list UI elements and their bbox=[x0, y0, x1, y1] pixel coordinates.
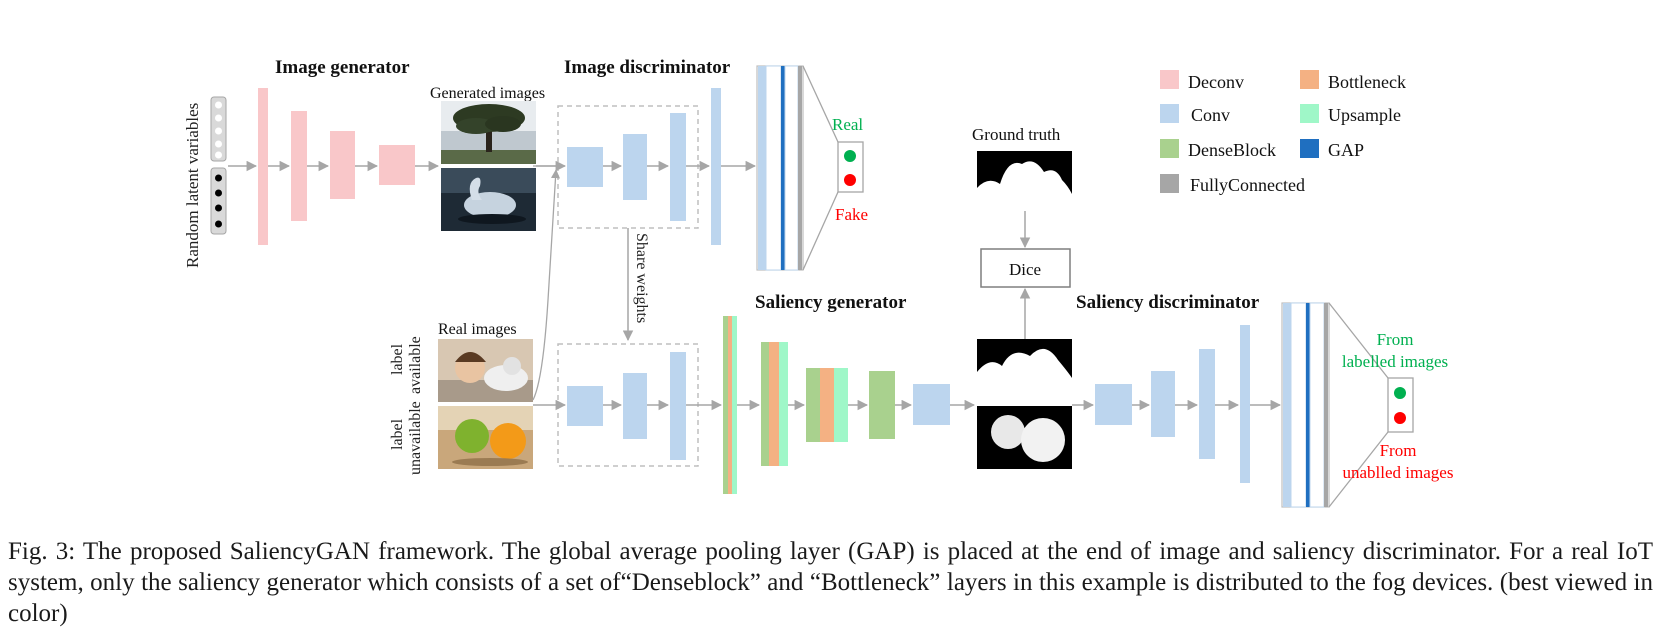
svg-text:GAP: GAP bbox=[1328, 140, 1364, 160]
ground-truth-mask bbox=[977, 151, 1072, 211]
ground-truth-label: Ground truth bbox=[972, 125, 1061, 144]
saliency-discriminator-layers bbox=[1095, 325, 1250, 483]
legend: Deconv Bottleneck Conv Upsample DenseBlo… bbox=[1160, 70, 1406, 195]
real-indicator bbox=[844, 150, 856, 162]
legend-item-deconv: Deconv bbox=[1160, 70, 1244, 92]
conv-col-3 bbox=[784, 65, 799, 271]
denseblock-layer bbox=[869, 371, 895, 439]
svg-text:Bottleneck: Bottleneck bbox=[1328, 72, 1406, 92]
dice-label: Dice bbox=[1009, 260, 1041, 279]
svg-text:DenseBlock: DenseBlock bbox=[1188, 140, 1276, 160]
image-generator-layers bbox=[258, 88, 415, 245]
conv-layer-d3 bbox=[670, 113, 686, 221]
dense-bottleneck-block-2 bbox=[761, 342, 788, 466]
child-cat-image bbox=[438, 339, 533, 402]
deconv-layer-3 bbox=[330, 131, 355, 199]
gap-col bbox=[781, 66, 785, 270]
label-available-text: label available bbox=[389, 336, 424, 394]
output-funnel-bottom bbox=[1328, 302, 1389, 508]
from-labelled-label-2: labelled images bbox=[1342, 352, 1448, 371]
conv-layer-d1 bbox=[567, 147, 603, 187]
saliencygan-diagram: Image generator Image discriminator Sali… bbox=[183, 57, 1454, 508]
conv-col-2 bbox=[765, 65, 782, 271]
share-weights-label: Share weights bbox=[633, 233, 650, 323]
dense-bottleneck-block-3 bbox=[806, 368, 848, 442]
fruits-image bbox=[438, 406, 533, 469]
labelled-unlabelled-output bbox=[1387, 377, 1414, 433]
deconv-layer-2 bbox=[291, 111, 307, 221]
svg-text:unavailable: unavailable bbox=[407, 401, 424, 475]
figure-caption: Fig. 3: The proposed SaliencyGAN framewo… bbox=[8, 538, 1653, 627]
latent-vector-white bbox=[210, 96, 227, 162]
conv-layer-d4 bbox=[711, 88, 721, 245]
generated-images-label: Generated images bbox=[430, 85, 545, 102]
fc-col bbox=[798, 66, 802, 270]
swan-image bbox=[441, 168, 536, 231]
legend-item-bottleneck: Bottleneck bbox=[1300, 70, 1406, 92]
fake-label: Fake bbox=[835, 205, 868, 224]
svg-text:available: available bbox=[407, 336, 424, 394]
real-label: Real bbox=[832, 115, 863, 134]
dense-bottleneck-block-1 bbox=[723, 316, 737, 494]
output-funnel-top bbox=[802, 65, 839, 271]
dice-box bbox=[980, 248, 1071, 288]
deconv-layer-4 bbox=[379, 145, 415, 185]
svg-text:Conv: Conv bbox=[1191, 105, 1230, 125]
legend-item-conv: Conv bbox=[1160, 104, 1230, 125]
title-saliency-discriminator: Saliency discriminator bbox=[1076, 292, 1260, 313]
conv-layer-sg bbox=[913, 384, 950, 425]
real-to-discriminator-arrows bbox=[532, 165, 561, 401]
title-saliency-generator: Saliency generator bbox=[755, 292, 907, 313]
from-unlabelled-label-1: From bbox=[1380, 441, 1417, 460]
pred-mask-1 bbox=[977, 339, 1072, 402]
unlabelled-indicator bbox=[1394, 412, 1406, 424]
from-labelled-label-1: From bbox=[1377, 330, 1414, 349]
tree-image bbox=[441, 101, 536, 164]
real-images-label: Real images bbox=[438, 321, 517, 338]
fake-indicator bbox=[844, 174, 856, 186]
svg-text:label: label bbox=[389, 343, 406, 375]
conv-layer-d2 bbox=[623, 134, 647, 200]
labelled-indicator bbox=[1394, 387, 1406, 399]
legend-item-gap: GAP bbox=[1300, 139, 1364, 160]
svg-text:FullyConnected: FullyConnected bbox=[1190, 175, 1305, 195]
saliency-discriminator-fc bbox=[1281, 302, 1330, 508]
from-unlabelled-label-2: unablled images bbox=[1343, 463, 1454, 482]
svg-text:label: label bbox=[389, 418, 406, 450]
svg-text:Upsample: Upsample bbox=[1328, 105, 1401, 125]
pred-mask-2 bbox=[977, 406, 1072, 469]
latent-vector-black bbox=[210, 167, 227, 235]
legend-item-fullyconnected: FullyConnected bbox=[1160, 174, 1305, 195]
conv-col-1 bbox=[758, 66, 766, 270]
legend-item-denseblock: DenseBlock bbox=[1160, 139, 1276, 160]
random-latent-label: Random latent variables bbox=[183, 103, 202, 268]
svg-text:Deconv: Deconv bbox=[1188, 72, 1244, 92]
label-unavailable-text: label unavailable bbox=[389, 401, 424, 475]
title-image-discriminator: Image discriminator bbox=[564, 57, 731, 78]
image-discriminator-layers bbox=[567, 88, 721, 245]
lower-discriminator-layers bbox=[567, 352, 686, 460]
title-image-generator: Image generator bbox=[275, 57, 410, 78]
image-discriminator-fc bbox=[756, 65, 804, 271]
saliency-generator-layers bbox=[723, 316, 950, 494]
legend-item-upsample: Upsample bbox=[1300, 104, 1401, 125]
deconv-layer-1 bbox=[258, 88, 268, 245]
